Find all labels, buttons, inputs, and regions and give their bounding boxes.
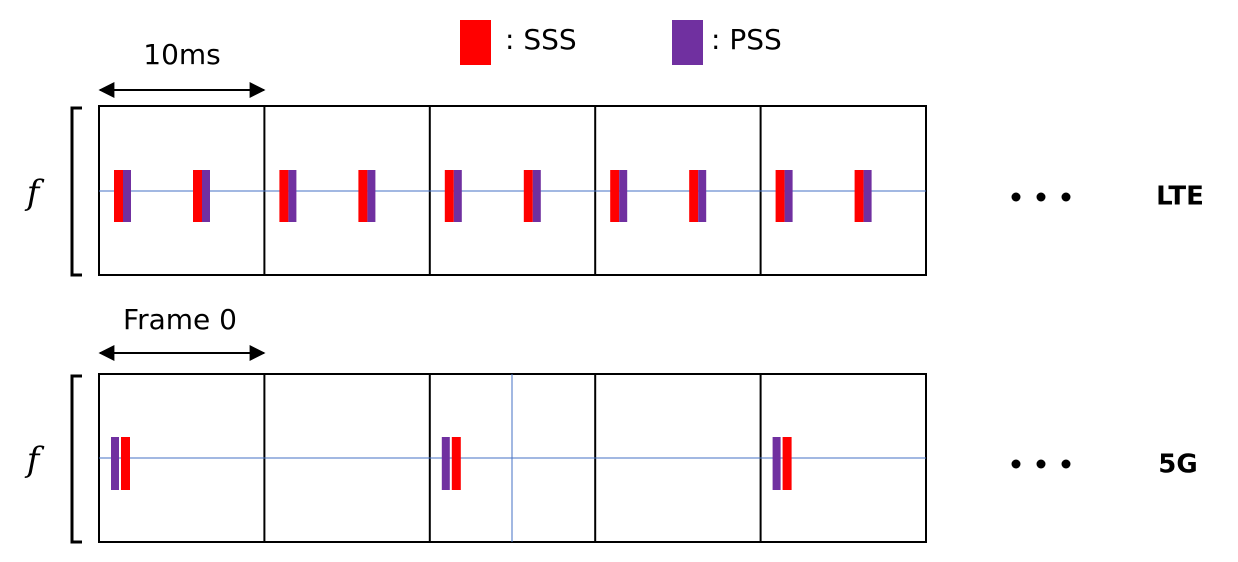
pss-block: [772, 437, 781, 490]
sss-block: [279, 170, 289, 222]
pss-block: [532, 170, 541, 222]
pss-block: [111, 437, 119, 490]
legend-label: : SSS: [505, 23, 577, 56]
ellipsis: [1011, 459, 1071, 469]
pss-block: [784, 170, 793, 222]
sss-block: [775, 170, 785, 222]
sss-block: [854, 170, 864, 222]
axis-label: f: [24, 173, 45, 213]
pss-block: [367, 170, 376, 222]
sss-block: [523, 170, 533, 222]
sss-block: [444, 170, 454, 222]
bracket: [70, 374, 82, 544]
bracket: [70, 106, 82, 277]
sss-block: [358, 170, 368, 222]
legend-label: : PSS: [711, 23, 782, 56]
pss-block: [123, 170, 131, 222]
ellipsis: [1011, 192, 1071, 202]
pss-block: [288, 170, 297, 222]
pss-block: [619, 170, 628, 222]
row-name: LTE: [1156, 182, 1204, 212]
span-label: 10ms: [143, 38, 221, 71]
sss-block: [193, 170, 202, 222]
span-label: Frame 0: [123, 303, 237, 336]
legend-swatch-pss: [672, 20, 703, 65]
pss-block: [453, 170, 462, 222]
sss-block: [114, 170, 123, 222]
pss-block: [202, 170, 210, 222]
pss-block: [863, 170, 872, 222]
legend-swatch-sss: [460, 20, 491, 65]
sss-block: [610, 170, 620, 222]
sss-block: [782, 437, 792, 490]
sss-block: [689, 170, 699, 222]
sss-block: [121, 437, 130, 490]
pss-block: [698, 170, 707, 222]
pss-block: [441, 437, 450, 490]
axis-label: f: [24, 440, 45, 480]
row-name: 5G: [1158, 450, 1197, 480]
sss-block: [451, 437, 461, 490]
